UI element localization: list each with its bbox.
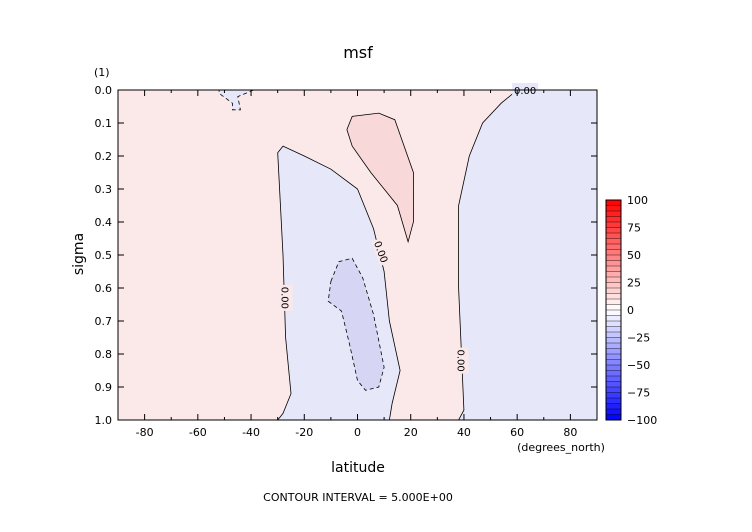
x-axis-label: latitude	[331, 460, 385, 476]
y-tick-label: 0.0	[95, 84, 113, 97]
colorbar-segment	[605, 298, 622, 306]
colorbar-segment	[605, 397, 622, 405]
contour-label-bg	[455, 347, 469, 374]
colorbar-segment	[605, 359, 622, 366]
colorbar-segment	[605, 282, 622, 289]
colorbar-segment	[605, 353, 622, 361]
colorbar-segment	[605, 243, 622, 251]
y-tick-label: 0.7	[95, 315, 113, 328]
colorbar-segment	[605, 337, 622, 344]
colorbar-tick-label: 75	[627, 222, 641, 235]
colorbar: 100 75 50 25 0 −25 −50 −75 −100	[605, 194, 657, 427]
colorbar-tick-label: 50	[627, 249, 641, 262]
colorbar-segment	[605, 254, 622, 262]
colorbar-tick-label: 25	[627, 277, 641, 290]
colorbar-segment	[605, 227, 622, 234]
colorbar-frame	[605, 199, 622, 421]
x-tick-label: 20	[404, 426, 418, 439]
colorbar-tick-label: 0	[627, 304, 634, 317]
colorbar-segment	[605, 205, 622, 212]
contour-region-right-cell	[458, 90, 597, 420]
x-tick-label: 0	[354, 426, 361, 439]
contour-labels: 0.000.000.000.00	[279, 83, 539, 374]
y-tick-label: 0.6	[95, 282, 113, 295]
x-axis-units: (degrees_north)	[517, 441, 605, 454]
y-axis: 0.0 0.1 0.2 0.3 0.4 0.5 0.6 0.7 0.8 0.9 1.0	[95, 84, 597, 427]
colorbar-segment	[605, 364, 622, 372]
y-tick-label: 0.5	[95, 249, 113, 262]
x-tick-label: -80	[136, 426, 154, 439]
colorbar-segment	[605, 265, 622, 273]
colorbar-segment	[605, 216, 622, 223]
x-tick-label: 80	[563, 426, 577, 439]
colorbar-segment	[605, 232, 622, 240]
colorbar-segment	[605, 320, 622, 328]
colorbar-segment	[605, 342, 622, 350]
colorbar-segment	[605, 315, 622, 322]
colorbar-segment	[605, 375, 622, 383]
colorbar-segment	[605, 249, 622, 256]
colorbar-segment	[605, 370, 622, 377]
colorbar-segment	[605, 309, 622, 317]
y-tick-label: 0.9	[95, 381, 113, 394]
colorbar-segment	[605, 271, 622, 278]
colorbar-segment	[605, 331, 622, 339]
y-tick-label: 0.4	[95, 216, 113, 229]
colorbar-tick-label: 100	[627, 194, 648, 207]
contour-label-bg	[279, 284, 293, 311]
colorbar-segment	[605, 304, 622, 311]
colorbar-segment	[605, 260, 622, 267]
x-tick-label: -60	[189, 426, 207, 439]
colorbar-tick-label: −75	[627, 387, 650, 400]
y-tick-label: 0.1	[95, 117, 113, 130]
colorbar-segment	[605, 199, 622, 207]
y-tick-label: 0.3	[95, 183, 113, 196]
x-tick-label: 60	[510, 426, 524, 439]
colorbar-segment	[605, 403, 622, 410]
chart-title: msf	[343, 43, 373, 62]
x-axis: -80 -60 -40 -20 0 20 40 60 80	[117, 90, 598, 439]
contour-label: 0.00	[454, 349, 465, 371]
colorbar-segment	[605, 276, 622, 284]
x-tick-label: 40	[457, 426, 471, 439]
colorbar-segment	[605, 408, 622, 416]
y-tick-label: 0.8	[95, 348, 113, 361]
colorbar-segment	[605, 287, 622, 295]
y-axis-label: sigma	[71, 233, 87, 275]
x-tick-label: -40	[242, 426, 260, 439]
contour-label: 0.00	[279, 287, 290, 309]
y-tick-label: 1.0	[95, 414, 113, 427]
colorbar-segment	[605, 293, 622, 300]
colorbar-tick-label: −100	[627, 414, 657, 427]
colorbar-segment	[605, 238, 622, 245]
colorbar-segment	[605, 392, 622, 399]
y-tick-label: 0.2	[95, 150, 113, 163]
colorbar-tick-label: −25	[627, 332, 650, 345]
colorbar-segment	[605, 210, 622, 218]
units-label: (1)	[94, 66, 110, 79]
contour-label-bg	[371, 237, 393, 266]
colorbar-segment	[605, 381, 622, 388]
colorbar-tick-label: −50	[627, 359, 650, 372]
colorbar-segment	[605, 348, 622, 355]
colorbar-segment	[605, 221, 622, 229]
contour-region-left-inner-cell	[327, 257, 385, 391]
x-tick-label: -20	[295, 426, 313, 439]
colorbar-segment	[605, 326, 622, 333]
contour-interval-footer: CONTOUR INTERVAL = 5.000E+00	[263, 491, 453, 504]
contour-region-upper-right-cell	[346, 112, 414, 244]
contour-label: 0.00	[514, 86, 536, 97]
contour-regions	[218, 90, 597, 420]
colorbar-segment	[605, 386, 622, 394]
colorbar-segment	[605, 414, 622, 421]
